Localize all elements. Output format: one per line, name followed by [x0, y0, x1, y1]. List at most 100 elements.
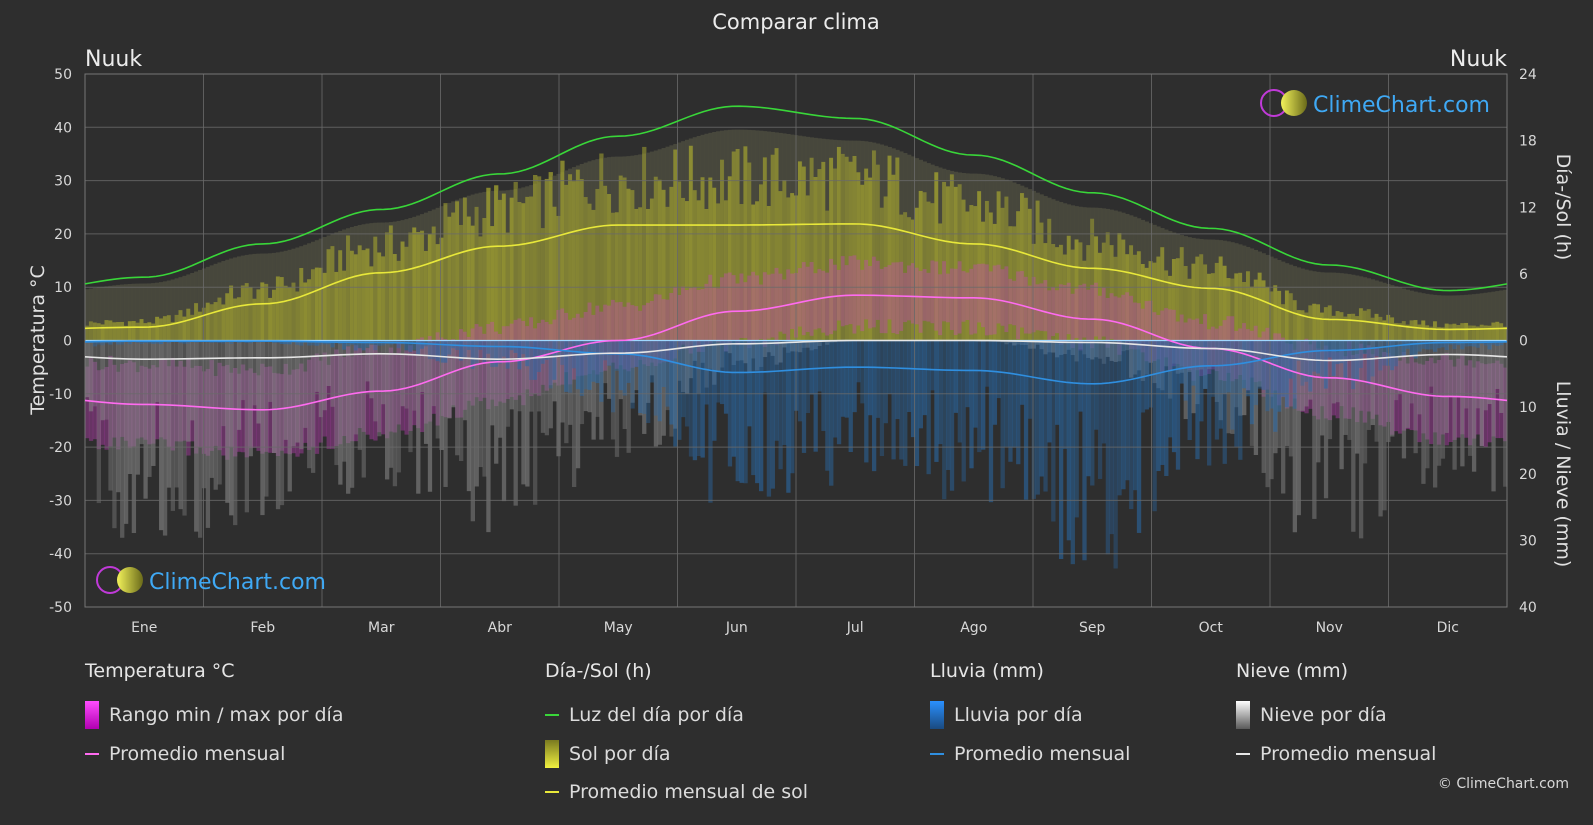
sun-bar	[591, 209, 596, 341]
snow-bar	[431, 340, 437, 407]
sun-bar	[1066, 235, 1072, 341]
rain-bar	[677, 340, 682, 440]
temp-range-bar	[170, 357, 176, 451]
snow-bar	[626, 340, 631, 453]
snow-bar	[704, 340, 709, 388]
sun-bar	[743, 146, 748, 341]
rain-bar	[1230, 340, 1235, 430]
sun-bar	[938, 223, 943, 341]
temp-range-bar	[217, 362, 222, 451]
sun-bar	[1121, 239, 1126, 341]
rain-bar	[903, 340, 908, 466]
snow-bar	[782, 340, 787, 348]
snow-bar	[1043, 340, 1048, 355]
sun-bar	[1308, 305, 1313, 341]
temp-range-bar	[735, 283, 740, 346]
snow-bar	[299, 340, 304, 450]
rain-bar	[310, 340, 316, 346]
temp-range-bar	[731, 275, 737, 341]
rain-bar	[1475, 340, 1481, 348]
temp-range-bar	[907, 265, 912, 321]
sun-bar	[287, 287, 292, 341]
legend-item: Sol por día	[545, 735, 808, 774]
legend-item: Lluvia por día	[930, 696, 1130, 735]
sun-bar	[1086, 245, 1091, 341]
rain-bar	[1358, 340, 1364, 368]
rain-bar	[221, 340, 226, 344]
sun-bar	[190, 314, 195, 341]
rain-bar	[408, 340, 413, 352]
snow-bar	[634, 340, 639, 391]
snow-bar	[1355, 340, 1360, 454]
temp-range-bar	[1347, 341, 1352, 419]
rain-bar	[548, 340, 553, 389]
rain-bar	[1460, 340, 1465, 350]
rain-bar	[490, 340, 495, 368]
temp-range-bar	[1464, 365, 1469, 438]
rain-bar	[610, 340, 616, 413]
daylight-bar	[1281, 261, 1286, 341]
temp-range-bar	[1136, 303, 1142, 350]
daylight-bar	[108, 285, 113, 341]
sun-bar	[1035, 200, 1040, 341]
snow-bar	[1210, 340, 1216, 366]
rain-bar	[1023, 340, 1029, 500]
daylight-bar	[1460, 295, 1465, 341]
sun-bar	[821, 161, 826, 341]
temp-range-bar	[408, 345, 413, 431]
snow-bar	[1105, 340, 1111, 357]
daylight-bar	[201, 268, 207, 341]
plot-frame	[84, 73, 1508, 608]
snow-bar	[1495, 340, 1500, 389]
snow-bar	[825, 340, 830, 345]
temp-range-bar	[587, 302, 592, 374]
rain-bar	[762, 340, 768, 393]
snow-bar	[1296, 340, 1301, 516]
rain-bar	[770, 340, 775, 489]
snow-bar	[252, 340, 257, 406]
sun-bar	[1495, 321, 1500, 341]
sun-bar	[236, 297, 242, 341]
sun-bar	[1296, 310, 1301, 341]
rain-bar	[1222, 340, 1227, 464]
sun-bar	[1339, 312, 1344, 341]
sun-bar	[166, 315, 172, 341]
rain-bar	[314, 340, 320, 346]
y-left-tick-label: -50	[49, 600, 72, 616]
series-lines-layer	[84, 105, 1508, 411]
temp-range-bar	[1417, 363, 1422, 443]
rain-bar	[747, 340, 752, 427]
snow-bar	[1421, 340, 1426, 484]
sun-bar	[657, 179, 662, 341]
rain-bar	[1144, 340, 1149, 410]
temp-range-bar	[778, 273, 783, 332]
sun-bar	[1031, 243, 1036, 341]
sun-bar	[322, 272, 327, 341]
sun-bar	[1140, 264, 1146, 341]
temp-range-bar	[1222, 320, 1227, 381]
rain-bar	[957, 340, 962, 443]
rain-bar	[1047, 340, 1052, 443]
sun-bar	[342, 270, 347, 341]
rain-bar	[1401, 340, 1407, 356]
temp-range-bar	[622, 306, 627, 370]
temp-range-bar	[1066, 282, 1072, 335]
daylight-bar	[1444, 295, 1449, 341]
rain-bar	[1008, 340, 1013, 462]
snow-bar	[412, 340, 417, 411]
temp-range-bar	[1207, 329, 1212, 374]
rain-bar	[404, 340, 409, 351]
rain-bar	[856, 340, 861, 383]
sun-bar	[1214, 262, 1220, 341]
rain-bar	[1323, 340, 1329, 389]
temp-range-bar	[1062, 285, 1068, 342]
temp-range-bar	[825, 272, 830, 336]
snow-bar	[1409, 340, 1414, 404]
rain-bar	[540, 340, 546, 364]
daylight-bar	[1440, 295, 1446, 341]
daylight-bar	[1429, 294, 1434, 341]
snow-bar	[1035, 340, 1040, 345]
rain-bar	[1425, 340, 1430, 350]
temp-range-bar	[1214, 328, 1220, 372]
y-right-top-tick-label: 6	[1519, 267, 1528, 283]
